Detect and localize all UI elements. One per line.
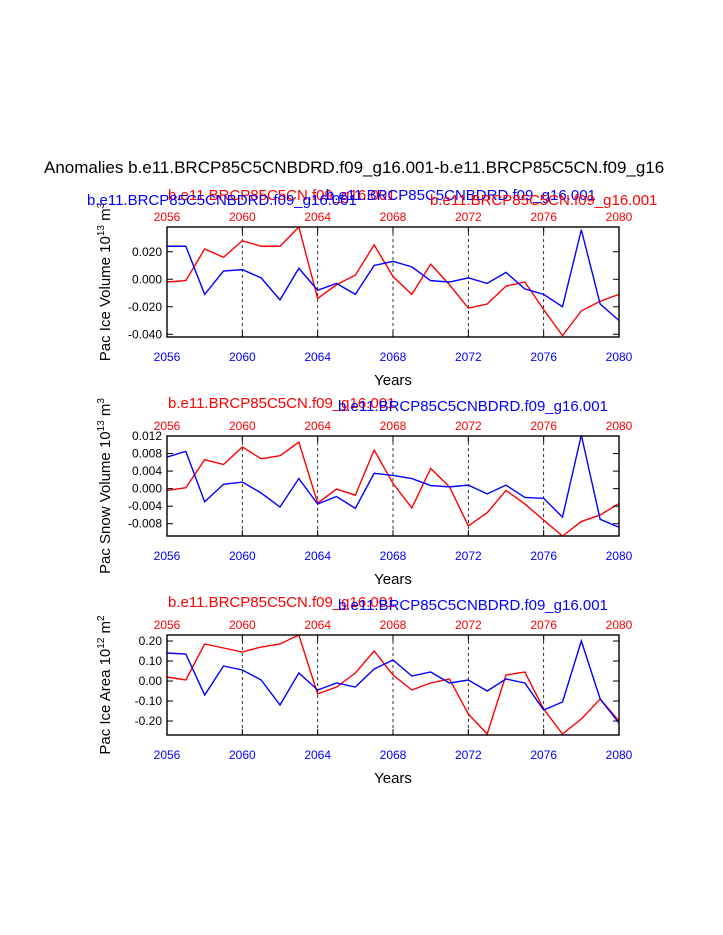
x-tick-label-top: 2072: [455, 419, 482, 433]
y-tick-label: 0.000: [132, 272, 162, 286]
x-tick-label-top: 2068: [380, 618, 407, 632]
series-line-red: [166, 225, 620, 337]
x-tick-label-bottom: 2068: [380, 350, 407, 364]
x-tick-label-bottom: 2056: [154, 350, 181, 364]
x-tick-label-bottom: 2072: [455, 549, 482, 563]
x-tick-label-top: 2068: [380, 210, 407, 224]
x-tick-label-top: 2064: [304, 210, 331, 224]
x-tick-label-bottom: 2060: [229, 350, 256, 364]
y-tick-label: 0.20: [139, 634, 163, 648]
series-line-blue: [166, 434, 620, 528]
x-tick-label-bottom: 2064: [304, 549, 331, 563]
panel-snow-volume: 0.012 0.008 0.004 0.000 -0.004 -0.008 2056 2056…: [96, 395, 633, 588]
x-tick-label-bottom: 2060: [229, 748, 256, 762]
series-line-blue: [167, 229, 620, 322]
y-tick-label: 0.000: [132, 482, 162, 496]
x-tick-label-bottom: 2056: [154, 748, 181, 762]
x-tick-label-top: 2080: [606, 419, 633, 433]
x-tick-label-top: 2076: [530, 210, 557, 224]
y-axis-label: Pac Snow Volume 1013 m3: [96, 398, 114, 574]
x-tick-label-top: 2060: [229, 210, 256, 224]
x-axis-label: Years: [374, 372, 412, 389]
x-tick-label-top: 2080: [606, 210, 633, 224]
panel-ice-volume: 0.020 0.000 -0.020 -0.040 2056 2056 2060 2060 20…: [87, 187, 657, 389]
x-tick-label-top: 2072: [455, 210, 482, 224]
x-tick-label-bottom: 2076: [530, 549, 557, 563]
y-tick-label: -0.004: [128, 499, 162, 513]
figure-title: Anomalies b.e11.BRCP85C5CNBDRD.f09_g16.0…: [44, 158, 664, 177]
y-tick-label: 0.008: [132, 447, 162, 461]
x-tick-label-top: 2056: [154, 210, 181, 224]
y-tick-label: -0.040: [128, 327, 162, 341]
x-tick-label-top: 2060: [229, 419, 256, 433]
y-tick-label: 0.004: [132, 464, 162, 478]
y-axis-label: Pac Ice Volume 1013 m3: [96, 202, 114, 361]
y-tick-label: 0.10: [139, 654, 163, 668]
x-tick-label-bottom: 2068: [380, 549, 407, 563]
x-tick-label-top: 2076: [530, 618, 557, 632]
x-tick-label-bottom: 2076: [530, 748, 557, 762]
x-tick-label-top: 2064: [304, 618, 331, 632]
series-line-blue: [166, 638, 620, 724]
legend-label-blue-right: b.e11.BRCP85C5CNBDRD.f09_g16.001: [326, 187, 596, 204]
x-tick-label-bottom: 2064: [304, 748, 331, 762]
x-tick-label-bottom: 2064: [304, 350, 331, 364]
x-tick-label-bottom: 2072: [455, 748, 482, 762]
x-tick-label-bottom: 2076: [530, 350, 557, 364]
y-tick-label: -0.20: [135, 714, 163, 728]
y-tick-label: 0.00: [139, 674, 163, 688]
x-tick-label-top: 2056: [154, 419, 181, 433]
x-tick-label-top: 2068: [380, 419, 407, 433]
legend-label-red-right: b.e11.BRCP85C5CN.f09_g16.001: [430, 192, 657, 209]
x-tick-label-bottom: 2068: [380, 748, 407, 762]
legend-label-blue: b.e11.BRCP85C5CNBDRD.f09_g16.001: [87, 192, 357, 209]
legend-label-blue: b.e11.BRCP85C5CNBDRD.f09_g16.001: [338, 597, 608, 614]
x-tick-label-top: 2064: [304, 419, 331, 433]
x-tick-label-bottom: 2080: [606, 748, 633, 762]
legend-label-red: b.e11.BRCP85C5CN.f09_g16.001: [168, 187, 395, 204]
legend-label-red: b.e11.BRCP85C5CN.f09_g16.001: [168, 594, 395, 611]
x-axis-label: Years: [374, 571, 412, 588]
legend-label-red: b.e11.BRCP85C5CN.f09_g16.001: [168, 395, 395, 412]
series-line-red: [166, 441, 620, 537]
x-tick-label-top: 2072: [455, 618, 482, 632]
y-tick-label: -0.008: [128, 517, 162, 531]
legend-label-blue: b.e11.BRCP85C5CNBDRD.f09_g16.001: [338, 398, 608, 415]
x-tick-label-bottom: 2080: [606, 350, 633, 364]
x-tick-label-bottom: 2056: [154, 549, 181, 563]
x-tick-label-bottom: 2080: [606, 549, 633, 563]
y-axis-label: Pac Ice Area 1012 m2: [96, 615, 114, 755]
x-tick-label-top: 2060: [229, 618, 256, 632]
x-tick-label-top: 2080: [606, 618, 633, 632]
x-axis-label: Years: [374, 770, 412, 787]
y-tick-label: -0.10: [135, 694, 163, 708]
y-tick-label: 0.012: [132, 429, 162, 443]
x-tick-label-top: 2056: [154, 618, 181, 632]
x-tick-label-top: 2076: [530, 419, 557, 433]
x-tick-label-bottom: 2060: [229, 549, 256, 563]
panel-ice-area: 0.20 0.10 0.00 -0.10 -0.20 2056 2056 2060 2060 20…: [96, 594, 633, 787]
x-tick-label-bottom: 2072: [455, 350, 482, 364]
y-tick-label: -0.020: [128, 300, 162, 314]
y-tick-label: 0.020: [132, 245, 162, 259]
